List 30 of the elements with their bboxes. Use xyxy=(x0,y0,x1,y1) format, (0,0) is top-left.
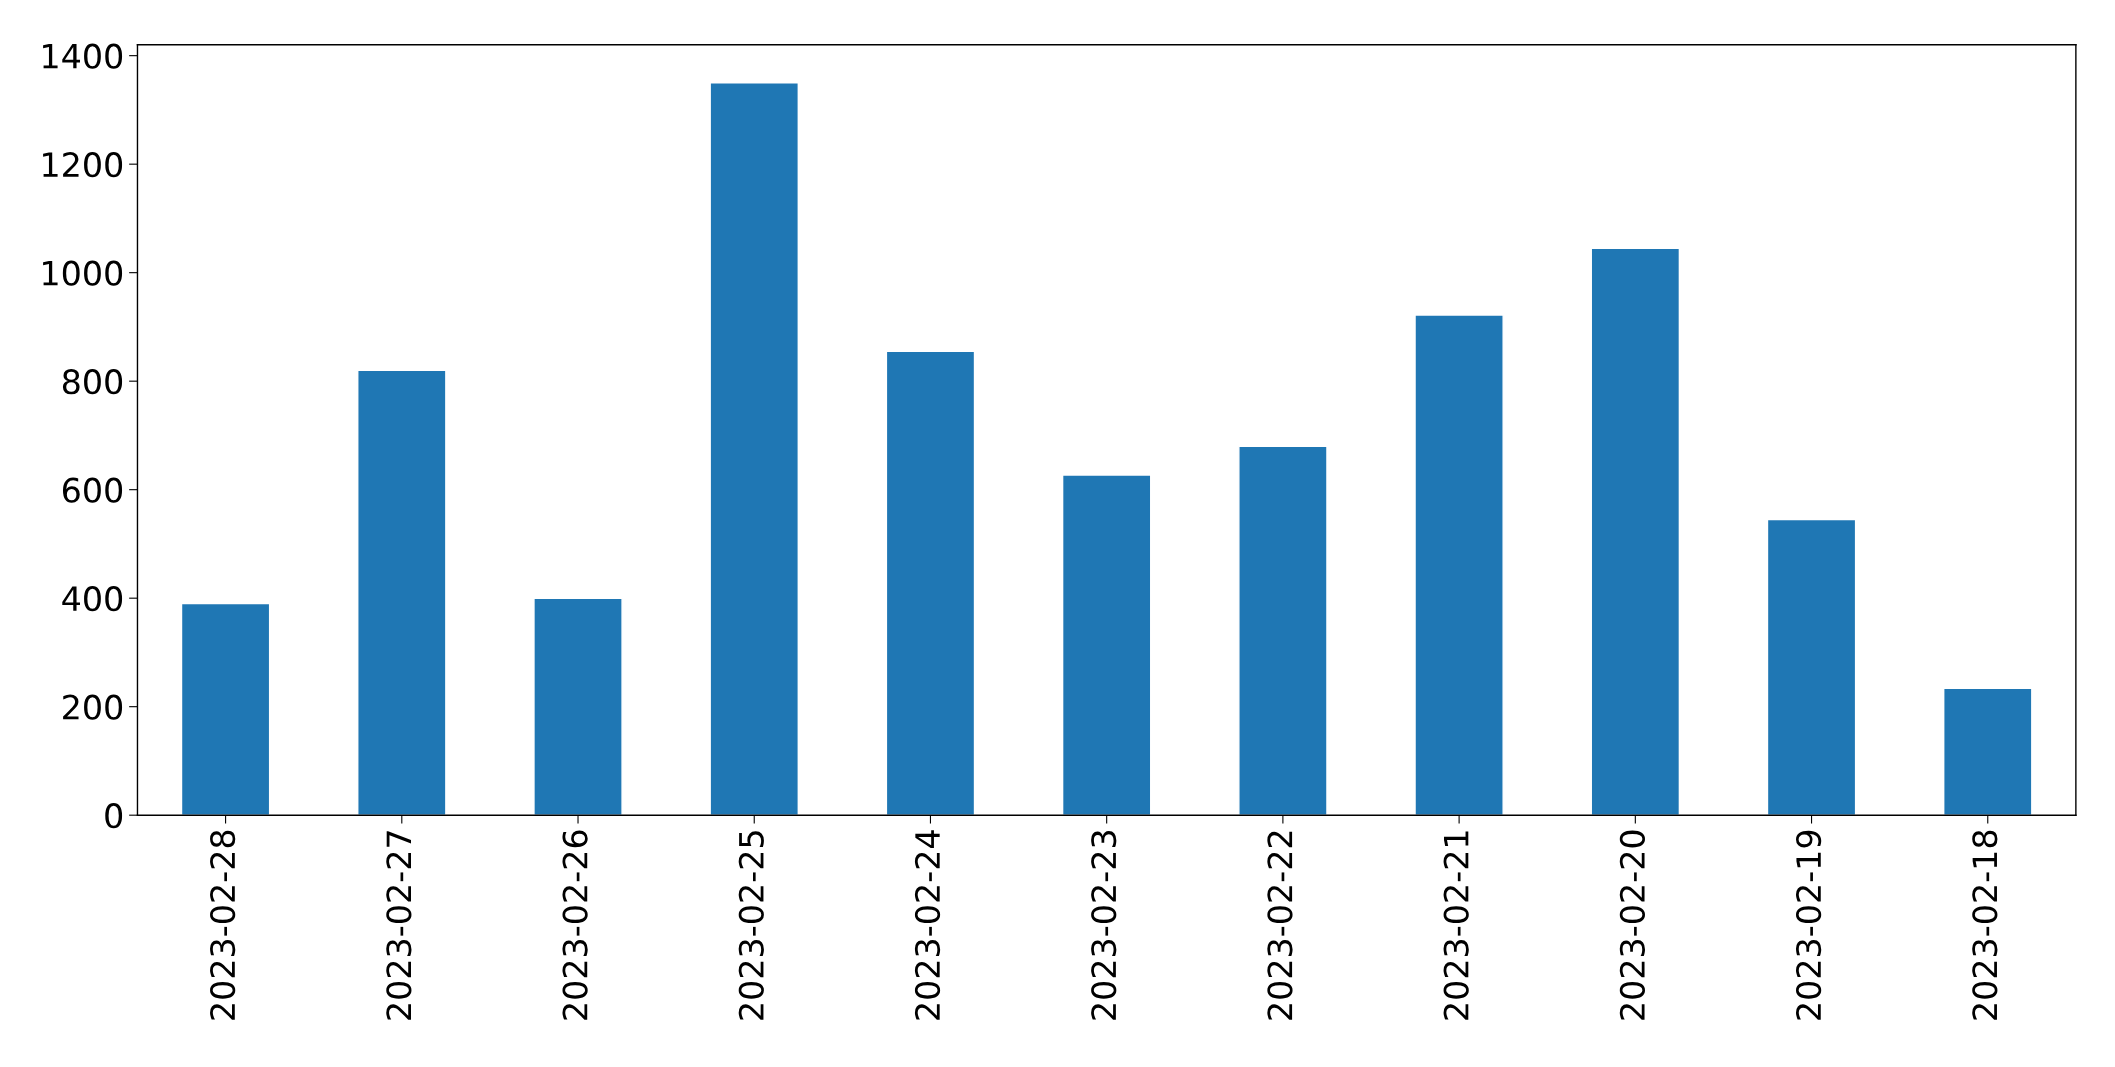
x-tick-label: 2023-02-20 xyxy=(1619,830,1645,1020)
bar xyxy=(1766,518,1857,816)
bar xyxy=(1061,474,1152,816)
x-tick-label: 2023-02-18 xyxy=(1972,830,1998,1020)
bar xyxy=(885,350,976,816)
x-tick-label: 2023-02-19 xyxy=(1796,830,1822,1020)
y-tick-label: 200 xyxy=(63,694,123,720)
x-tick-label: 2023-02-26 xyxy=(562,830,588,1020)
x-tick-label: 2023-02-27 xyxy=(386,831,412,1020)
x-tick-label: 2023-02-23 xyxy=(1091,831,1117,1020)
x-tick-label: 2023-02-25 xyxy=(738,831,764,1020)
x-tick-label: 2023-02-24 xyxy=(914,830,941,1020)
y-tick-label: 0 xyxy=(105,803,123,829)
bar xyxy=(180,602,271,816)
bar xyxy=(533,597,623,816)
bar xyxy=(1943,687,2033,816)
y-tick-label: 600 xyxy=(62,477,123,503)
bar xyxy=(709,82,799,816)
y-tick-label: 400 xyxy=(62,586,123,612)
x-tick-label: 2023-02-28 xyxy=(210,830,236,1020)
y-tick-label: 1200 xyxy=(43,152,123,178)
bar xyxy=(357,369,447,816)
y-tick-label: 1400 xyxy=(43,43,123,69)
bar xyxy=(1238,445,1328,816)
bar xyxy=(1590,247,1681,816)
y-tick-label: 800 xyxy=(62,369,123,395)
x-tick-label: 2023-02-21 xyxy=(1443,831,1469,1020)
bar xyxy=(1414,314,1504,816)
y-tick-label: 1000 xyxy=(43,260,123,286)
x-tick-label: 2023-02-22 xyxy=(1267,831,1293,1020)
